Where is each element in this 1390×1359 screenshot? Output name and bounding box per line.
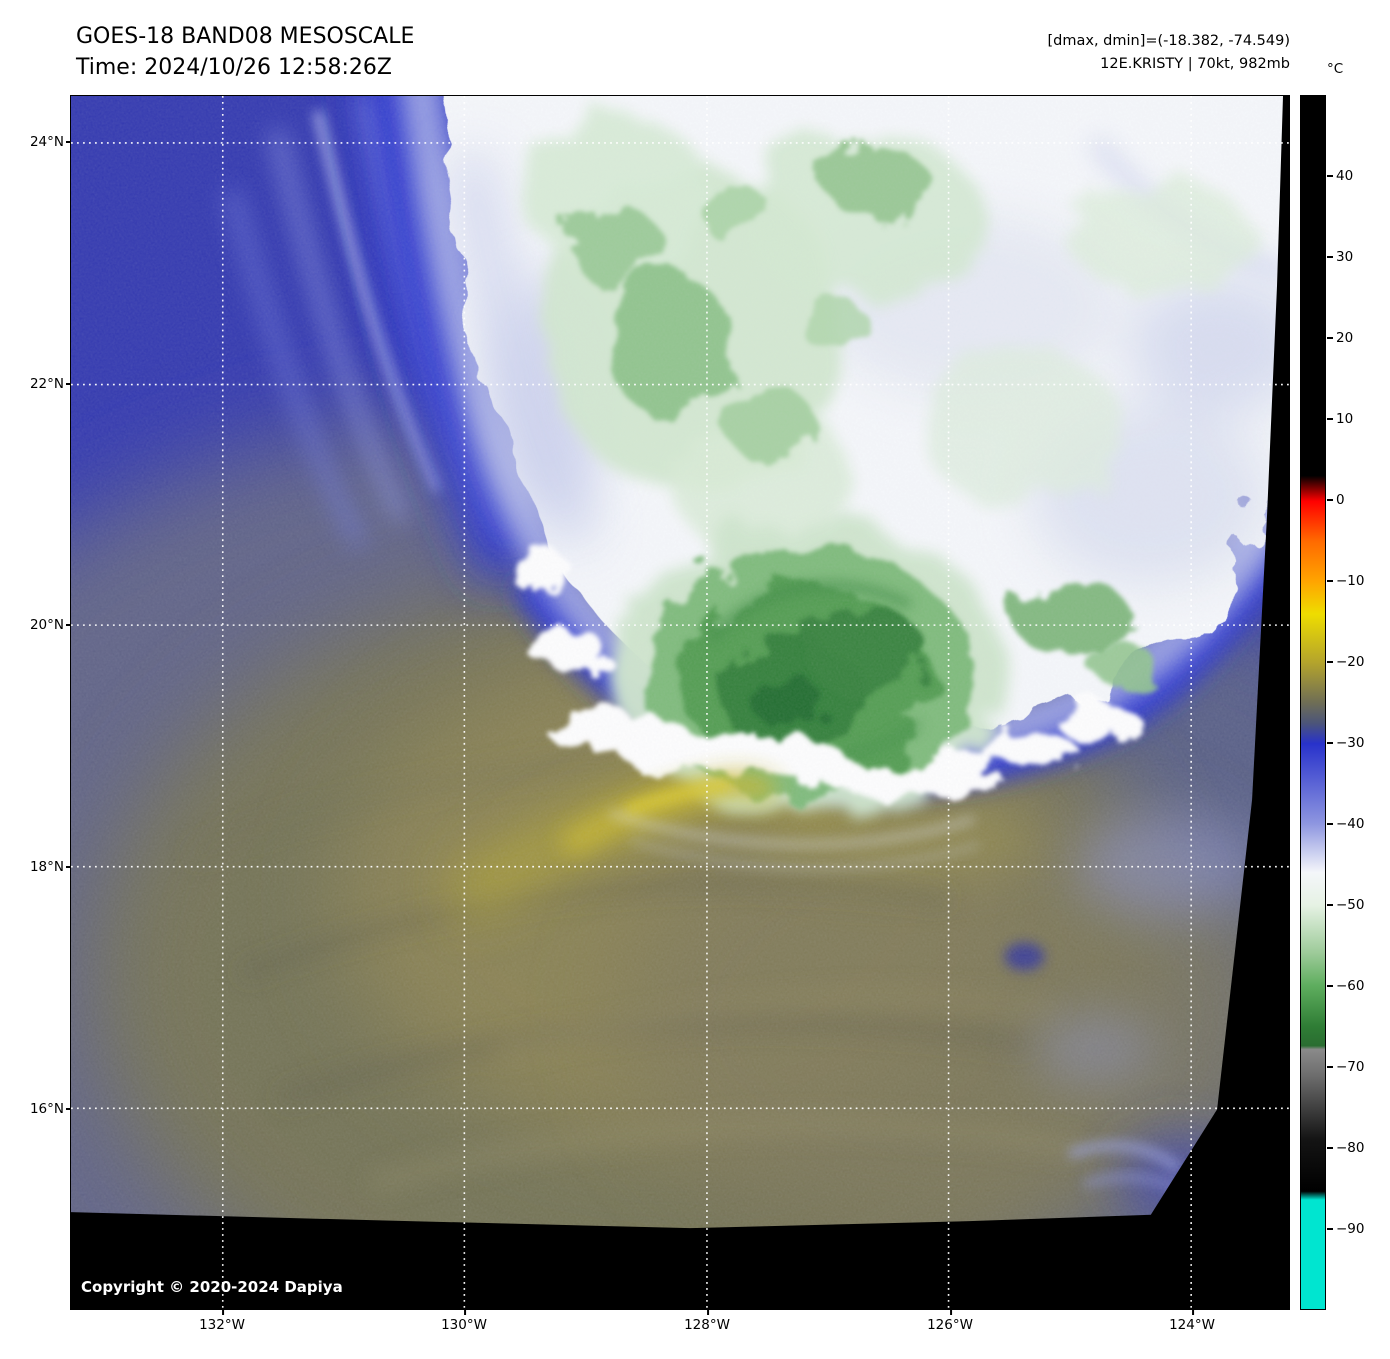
colorbar-tick-label: −80 xyxy=(1327,1140,1365,1156)
lon-tick-label: 124°W xyxy=(1169,1310,1215,1333)
lat-tick-label: 18°N xyxy=(0,859,71,875)
lon-tick-label: 132°W xyxy=(199,1310,245,1333)
copyright-watermark: Copyright © 2020-2024 Dapiya xyxy=(81,1278,343,1296)
lon-tick-label: 130°W xyxy=(441,1310,487,1333)
header-info-block: [dmax, dmin]=(-18.382, -74.549) 12E.KRIS… xyxy=(1048,30,1291,76)
storm-info: 12E.KRISTY | 70kt, 982mb xyxy=(1100,56,1290,72)
product-timestamp: Time: 2024/10/26 12:58:26Z xyxy=(76,55,392,80)
colorbar-tick-label: −70 xyxy=(1327,1059,1365,1075)
lat-tick-label: 16°N xyxy=(0,1101,71,1117)
header-block: GOES-18 BAND08 MESOSCALE Time: 2024/10/2… xyxy=(76,21,414,83)
latlon-gridlines xyxy=(71,96,1289,1309)
colorbar-tick-label: 10 xyxy=(1326,411,1354,427)
colorbar-tick-label: 0 xyxy=(1327,492,1345,508)
lat-tick-label: 20°N xyxy=(0,617,71,633)
sensor-grain xyxy=(71,96,1289,1309)
colorbar-unit: °C xyxy=(1327,61,1344,77)
colorbar-tick-label: −90 xyxy=(1327,1221,1365,1237)
nodata-mask xyxy=(71,96,1289,1309)
dmax-dmin-readout: [dmax, dmin]=(-18.382, -74.549) xyxy=(1047,33,1291,49)
lon-tick-label: 126°W xyxy=(927,1310,973,1333)
colorbar-tick-label: −40 xyxy=(1327,816,1365,832)
product-title: GOES-18 BAND08 MESOSCALE xyxy=(76,24,415,49)
satellite-map: Copyright © 2020-2024 Dapiya xyxy=(70,95,1290,1310)
colorbar-tick-label: −10 xyxy=(1327,573,1365,589)
colorbar-tick-label: −20 xyxy=(1327,654,1365,670)
colorbar-tick-label: 20 xyxy=(1326,330,1354,346)
satellite-imagery xyxy=(71,96,1289,1309)
colorbar-tick-label: 30 xyxy=(1326,249,1354,265)
lon-tick-label: 128°W xyxy=(684,1310,730,1333)
lat-tick-label: 22°N xyxy=(0,376,71,392)
colorbar-tick-label: −30 xyxy=(1327,735,1365,751)
lat-tick-label: 24°N xyxy=(0,134,71,150)
colorbar-tick-label: −50 xyxy=(1327,897,1365,913)
colorbar-tick-label: −60 xyxy=(1327,978,1365,994)
colorbar-tick-label: 40 xyxy=(1326,168,1354,184)
colorbar-gradient xyxy=(1300,95,1326,1310)
